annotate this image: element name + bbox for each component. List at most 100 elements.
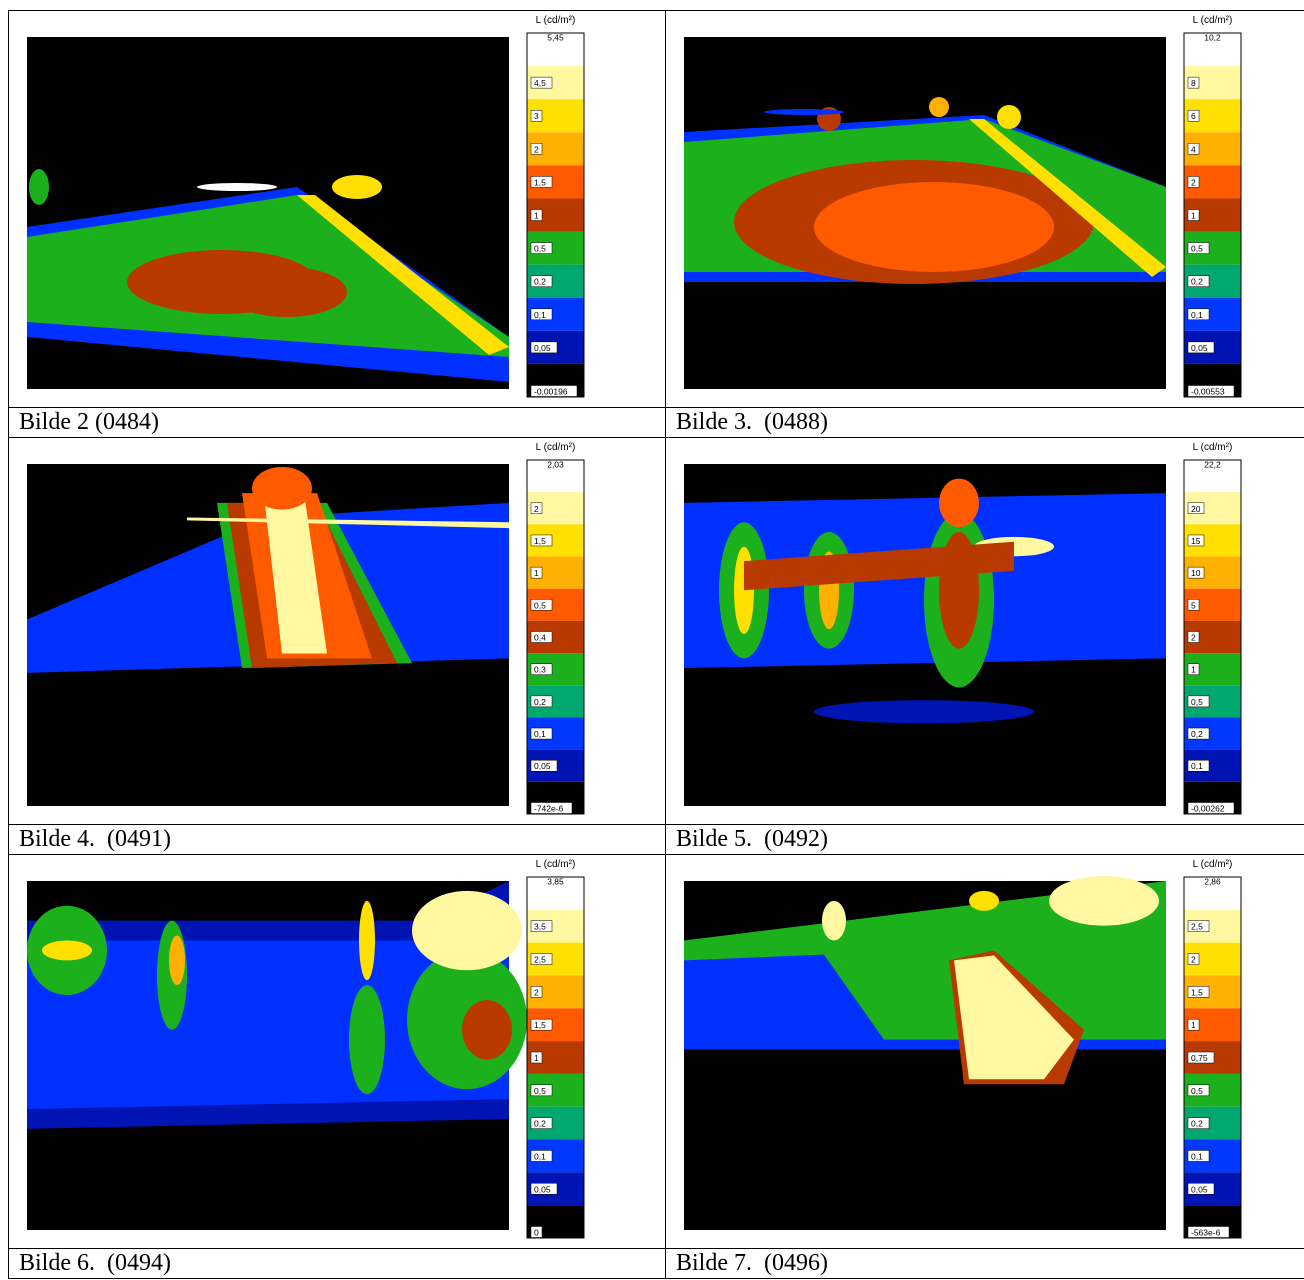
scale-label: -742e-6 <box>534 804 564 814</box>
caption: Bilde 4. (0491) <box>9 825 666 855</box>
scale-label: 6 <box>1191 111 1196 121</box>
scale-label: 0,1 <box>534 310 546 320</box>
scale-label: 0,5 <box>1191 244 1203 254</box>
luminance-region <box>227 267 347 317</box>
scale-unit: L (cd/m²) <box>1193 859 1233 870</box>
scale-label: 0,2 <box>534 697 546 707</box>
luminance-region <box>359 901 375 980</box>
scale-label: 0,2 <box>534 277 546 287</box>
scale-label: 2 <box>1191 955 1196 965</box>
scale-label: 0,05 <box>1191 1184 1208 1194</box>
scale-label: 1,5 <box>1191 987 1203 997</box>
scale-label: 0,1 <box>1191 310 1203 320</box>
image-cell: L (cd/m²)10,2864210,50,20,10,05-0,00553 <box>666 11 1304 408</box>
caption: Bilde 2 (0484) <box>9 408 666 438</box>
scale-label: 20 <box>1191 504 1201 514</box>
caption: Bilde 5. (0492) <box>666 825 1304 855</box>
caption: Bilde 3. (0488) <box>666 408 1304 438</box>
scale-label: 1 <box>1191 1020 1196 1030</box>
scale-label: 2 <box>1191 633 1196 643</box>
scale-label: 0,2 <box>534 1119 546 1129</box>
scale-unit: L (cd/m²) <box>1193 15 1233 26</box>
scale-label: 0,05 <box>534 761 551 771</box>
scale-label: 5,45 <box>547 33 564 43</box>
scale-label: 1 <box>1191 665 1196 675</box>
luminance-region <box>197 183 277 191</box>
luminance-region <box>929 97 949 117</box>
luminance-region <box>332 175 382 199</box>
luminance-region <box>969 891 999 911</box>
scale-label: 0,5 <box>1191 1086 1203 1096</box>
scale-label: 3,85 <box>547 877 564 887</box>
scale-unit: L (cd/m²) <box>536 859 576 870</box>
luminance-region <box>814 182 1054 272</box>
caption: Bilde 6. (0494) <box>9 1249 666 1279</box>
scale-label: 22,2 <box>1204 460 1221 470</box>
scale-label: 8 <box>1191 78 1196 88</box>
scale-label: 0,3 <box>534 665 546 675</box>
luminance-region <box>169 936 185 986</box>
scale-label: 1 <box>1191 211 1196 221</box>
luminance-region <box>1049 876 1159 926</box>
scale-label: 2 <box>1191 177 1196 187</box>
scale-label: 0,5 <box>534 600 546 610</box>
luminance-region <box>764 109 844 115</box>
scale-label: 10,2 <box>1204 33 1221 43</box>
luminance-region <box>412 891 522 970</box>
scale-label: 4,5 <box>534 78 546 88</box>
scale-label: 5 <box>1191 600 1196 610</box>
scale-label: 10 <box>1191 568 1201 578</box>
luminance-region <box>462 1000 512 1059</box>
scale-label: 1 <box>534 1053 539 1063</box>
luminance-region <box>939 479 979 528</box>
scale-label: -0,00196 <box>534 387 568 397</box>
scale-label: 2 <box>534 144 539 154</box>
scale-label: 0,05 <box>1191 343 1208 353</box>
scale-unit: L (cd/m²) <box>1193 442 1233 453</box>
scale-label: 2,86 <box>1204 877 1221 887</box>
scale-label: 0,75 <box>1191 1053 1208 1063</box>
scale-label: 0,05 <box>534 343 551 353</box>
scale-label: 15 <box>1191 536 1201 546</box>
scale-label: -0,00553 <box>1191 387 1225 397</box>
scale-label: -0,00262 <box>1191 804 1225 814</box>
scale-label: 0,5 <box>534 1086 546 1096</box>
luminance-image: L (cd/m²)5,454,5321,510,50,20,10,05-0,00… <box>9 11 665 407</box>
scale-label: -563e-6 <box>1191 1228 1221 1238</box>
scale-label: 0,1 <box>534 729 546 739</box>
scale-label: 2,5 <box>1191 922 1203 932</box>
scale-label: 2,5 <box>534 955 546 965</box>
scale-label: 0 <box>534 1228 539 1238</box>
luminance-image: L (cd/m²)2,0321,510,50,40,30,20,10,05-74… <box>9 438 665 824</box>
caption-row: Bilde 4. (0491)Bilde 5. (0492) <box>9 825 1304 855</box>
luminance-region <box>349 985 385 1094</box>
scale-label: 1 <box>534 568 539 578</box>
luminance-region <box>822 901 846 941</box>
image-table: L (cd/m²) 5,45 4,5 3 2 1,5 1 0,5 0,2 0,1 0,05 -0,00… <box>8 10 1304 1279</box>
scale-label: 4 <box>1191 144 1196 154</box>
scale-unit: L (cd/m²) <box>536 442 576 453</box>
scale-label: 0,5 <box>534 244 546 254</box>
luminance-image: L (cd/m²)2,862,521,510,750,50,20,10,05-5… <box>666 855 1304 1248</box>
luminance-image: L (cd/m²)22,22015105210,50,20,1-0,00262 <box>666 438 1304 824</box>
scale-label: 1 <box>534 211 539 221</box>
page: {"panels": [ {"caption": "Bilde 2 (0484)… <box>0 0 1304 1280</box>
caption-row: Bilde 2 (0484)Bilde 3. (0488) <box>9 408 1304 438</box>
scale-label: 1,5 <box>534 536 546 546</box>
luminance-region <box>252 467 312 510</box>
scale-unit: L (cd/m²) <box>536 15 576 26</box>
scale-label: 1,5 <box>534 1020 546 1030</box>
image-cell: L (cd/m²)2,0321,510,50,40,30,20,10,05-74… <box>9 438 666 825</box>
luminance-region <box>997 105 1021 129</box>
scale-label: 0,1 <box>1191 1151 1203 1161</box>
scale-label: 0,5 <box>1191 697 1203 707</box>
scale-label: 2 <box>534 987 539 997</box>
scale-label: 0,1 <box>534 1151 546 1161</box>
scale-label: 0,05 <box>534 1184 551 1194</box>
scale-label: 3 <box>534 111 539 121</box>
scale-label: 2,03 <box>547 460 564 470</box>
luminance-region <box>42 940 92 960</box>
